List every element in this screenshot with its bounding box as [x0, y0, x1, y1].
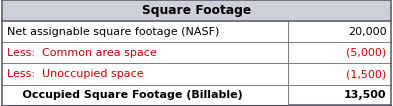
Text: 20,000: 20,000 [348, 27, 386, 37]
Bar [2, 21, 391, 42]
Bar [2, 85, 391, 106]
Bar [2, 0, 391, 21]
Text: Square Footage: Square Footage [142, 4, 251, 17]
Text: 13,500: 13,500 [344, 90, 386, 100]
Text: Less:  Unoccupied space: Less: Unoccupied space [7, 69, 143, 79]
Text: (1,500): (1,500) [346, 69, 386, 79]
Text: (5,000): (5,000) [346, 48, 386, 58]
Text: Net assignable square footage (NASF): Net assignable square footage (NASF) [7, 27, 219, 37]
Bar [2, 63, 391, 85]
Text: Less:  Common area space: Less: Common area space [7, 48, 156, 58]
Text: Occupied Square Footage (Billable): Occupied Square Footage (Billable) [7, 90, 242, 100]
Bar [2, 42, 391, 63]
